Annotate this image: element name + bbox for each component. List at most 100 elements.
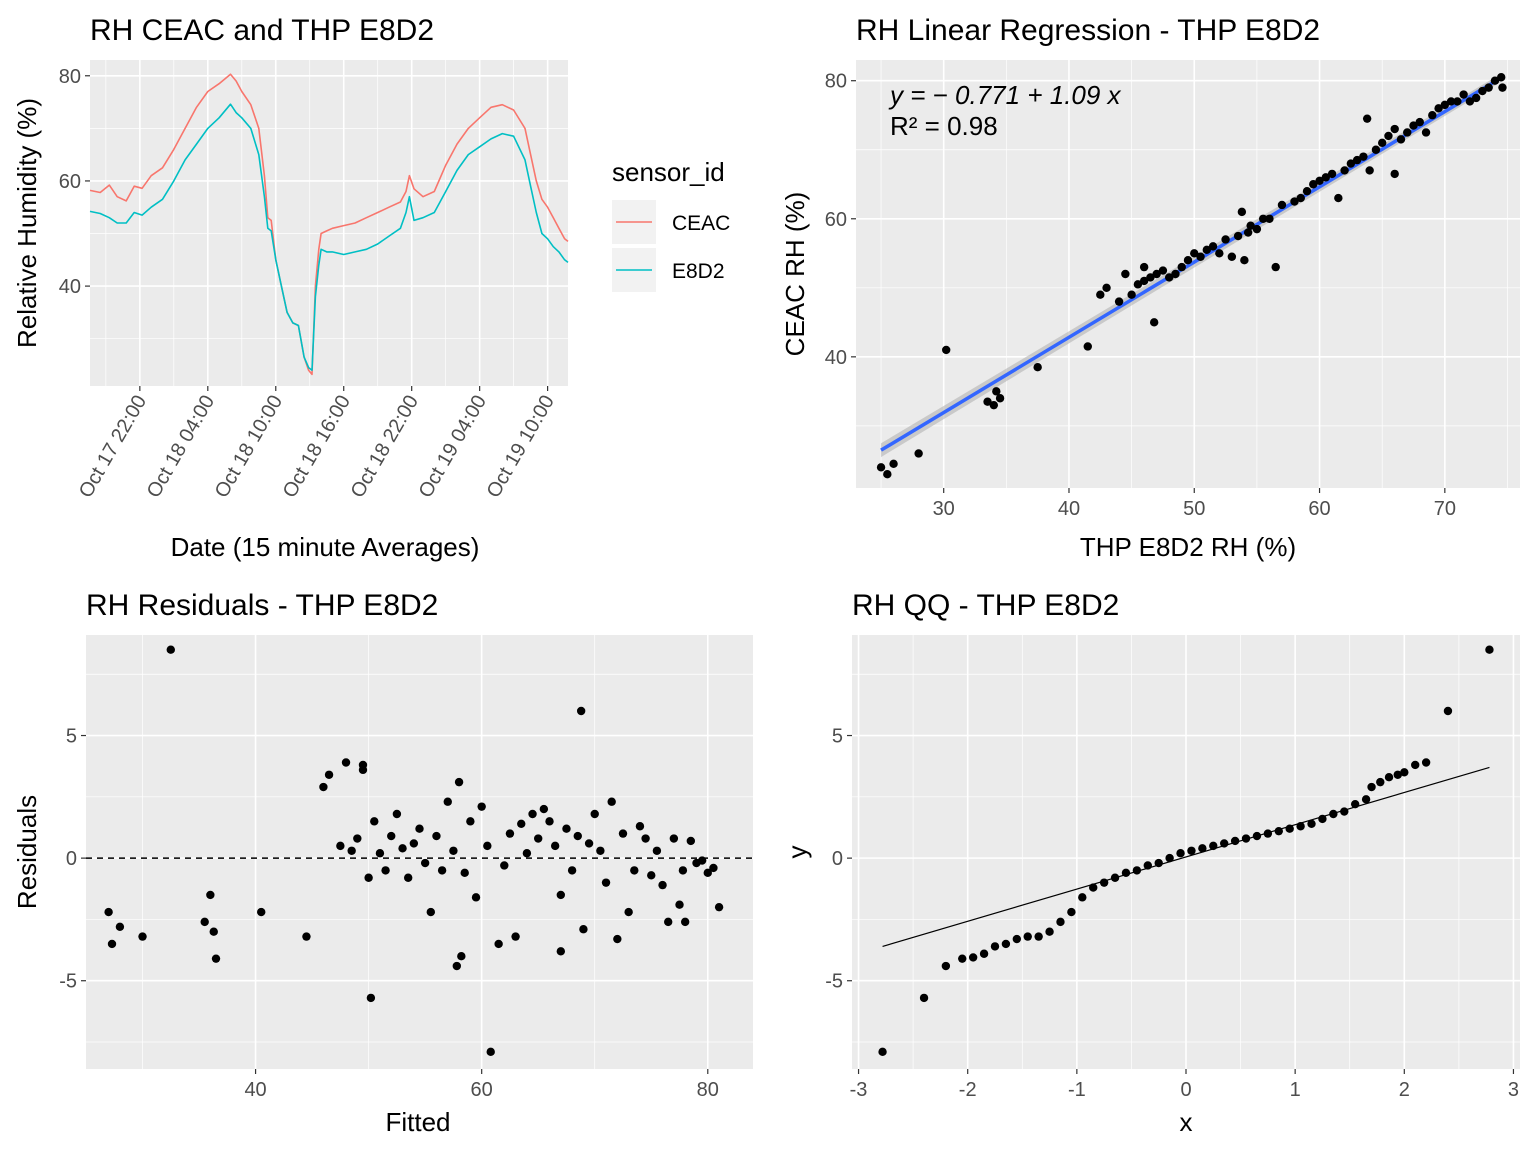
data-point [319,782,328,792]
data-point [1352,155,1362,165]
y-tick-label: 60 [59,171,81,193]
legend-title: sensor_id [612,157,725,187]
data-point [697,856,707,865]
data-point [1187,846,1196,855]
data-point [1237,207,1247,217]
timeseries-panel [90,60,568,386]
regression-y-ticks: 40 60 80 [825,71,856,369]
data-point [1434,104,1443,113]
data-point [641,834,650,843]
data-point [1067,907,1076,917]
y-tick-label: 60 [825,209,847,231]
data-point [426,907,436,917]
data-point [1318,814,1327,824]
data-point [1459,90,1468,99]
data-point [1132,866,1142,875]
residuals-chart: RH Residuals - THP E8D2 -5 0 5 40 60 80 Fitt… [12,589,753,1137]
data-point [1208,242,1218,251]
data-point [1265,214,1274,223]
data-point [1012,934,1022,944]
data-point [1485,645,1494,654]
data-point [1176,849,1185,858]
data-point [714,902,724,912]
data-point [398,844,407,853]
data-point [1285,824,1294,833]
x-tick-label: 40 [244,1079,266,1101]
data-point [1110,873,1120,882]
data-point [1233,231,1243,241]
data-point [1165,273,1174,282]
data-point [1277,200,1287,210]
regression-points [876,73,1507,479]
data-point [1327,169,1337,179]
data-point [500,861,509,870]
data-point [1263,829,1273,838]
data-point [437,866,447,875]
data-point [1290,197,1299,206]
data-point [1497,73,1506,82]
data-point [590,809,599,819]
data-point [1365,166,1374,175]
data-point [1183,255,1193,265]
data-point [432,831,441,841]
qq-x-axis-title: x [1180,1107,1193,1137]
data-point [1490,76,1500,85]
data-point [1484,83,1493,92]
data-point [680,917,690,927]
x-tick-label: 30 [933,498,955,520]
data-point [567,866,577,875]
data-point [664,917,673,927]
data-point [206,890,215,900]
data-point [686,836,696,846]
data-point [1252,224,1262,234]
data-point [1421,758,1431,767]
x-tick-label: 3 [1508,1079,1519,1101]
data-point [1001,939,1011,949]
data-point [562,824,571,833]
data-point [211,954,221,963]
data-point [1102,283,1111,293]
data-point [415,824,424,833]
data-point [1384,773,1394,782]
data-point [876,463,886,472]
data-point [942,345,951,355]
data-point [1143,861,1152,870]
data-point [1271,262,1280,272]
data-point [375,849,385,858]
data-point [1165,853,1174,863]
x-tick-label: 50 [1183,498,1205,520]
data-point [1158,266,1168,275]
data-point [1421,128,1431,137]
data-point [1478,86,1487,96]
qq-y-axis-title: y [782,846,812,859]
data-point [539,804,549,814]
data-point [1321,173,1331,182]
data-point [1198,844,1207,853]
data-point [336,841,345,851]
data-point [1033,362,1042,372]
data-point [1146,273,1155,282]
data-point [1307,819,1316,829]
x-tick-label: 80 [697,1079,719,1101]
data-point [200,917,209,927]
y-tick-label: 0 [832,848,843,870]
data-point [505,829,515,838]
data-point [992,387,1001,396]
y-tick-label: -5 [59,971,77,993]
x-tick-label: 1 [1290,1079,1301,1101]
timeseries-y-axis-title: Relative Humidity (%) [12,98,42,348]
data-point [1139,276,1149,286]
data-point [449,846,458,855]
y-tick-label: 0 [66,848,77,870]
data-point [1361,795,1371,804]
data-point [1121,269,1130,279]
residuals-y-axis-title: Residuals [12,795,42,909]
data-point [941,961,951,971]
x-tick-label: Oct 18 22:00 [347,392,423,502]
data-point [138,932,147,941]
data-point [584,839,594,848]
residuals-x-axis-title: Fitted [385,1107,450,1137]
data-point [1377,138,1387,148]
data-point [678,866,688,875]
